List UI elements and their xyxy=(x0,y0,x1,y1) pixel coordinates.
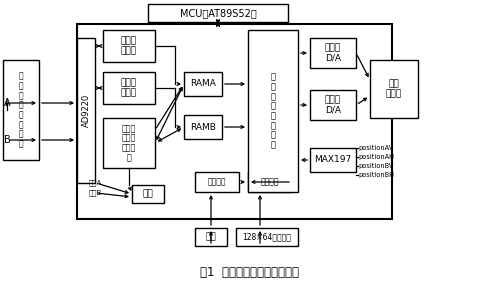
Text: 信
号
前
级
处
理
模
块: 信 号 前 级 处 理 模 块 xyxy=(18,72,24,148)
Text: 测频: 测频 xyxy=(142,190,154,198)
Bar xyxy=(103,118,155,168)
Bar xyxy=(310,38,356,68)
Text: A: A xyxy=(4,98,10,108)
Text: positionAV: positionAV xyxy=(358,145,393,151)
Bar xyxy=(148,4,288,22)
Bar xyxy=(195,228,227,246)
Bar xyxy=(103,72,155,104)
Bar xyxy=(195,172,239,192)
Text: 模拟
示波器: 模拟 示波器 xyxy=(386,80,402,98)
Bar xyxy=(236,228,298,246)
Text: positionBH: positionBH xyxy=(358,172,394,178)
Text: B: B xyxy=(4,135,11,145)
Text: positionAH: positionAH xyxy=(358,154,394,160)
Bar xyxy=(132,185,164,203)
Text: 增益控
制模块: 增益控 制模块 xyxy=(121,37,137,55)
Bar xyxy=(310,148,356,172)
Text: AD9220: AD9220 xyxy=(82,94,90,127)
Text: 行扫描
D/A: 行扫描 D/A xyxy=(325,44,341,62)
Text: 图1  数字存储示波器系统框图: 图1 数字存储示波器系统框图 xyxy=(200,265,300,279)
Text: RAMB: RAMB xyxy=(190,122,216,132)
Text: 列扫描
D/A: 列扫描 D/A xyxy=(325,96,341,114)
Text: 可变分
频模块: 可变分 频模块 xyxy=(121,79,137,97)
Text: 128×64点阵显示: 128×64点阵显示 xyxy=(242,233,292,241)
Text: 波
形
显
示
控
制
模
块: 波 形 显 示 控 制 模 块 xyxy=(270,73,276,150)
Bar xyxy=(3,60,39,160)
Text: RAMA: RAMA xyxy=(190,80,216,88)
Bar xyxy=(184,72,222,96)
Text: MAX197: MAX197 xyxy=(314,156,352,164)
Bar xyxy=(370,60,418,118)
Bar xyxy=(184,115,222,139)
Text: 键盘: 键盘 xyxy=(206,233,216,241)
Bar xyxy=(77,24,392,219)
Bar xyxy=(77,38,95,183)
Text: 通道B: 通道B xyxy=(89,190,102,196)
Text: 波形数
据存储
控制模
块: 波形数 据存储 控制模 块 xyxy=(122,124,136,162)
Text: 显示驱动: 显示驱动 xyxy=(261,178,279,186)
Bar xyxy=(310,90,356,120)
Bar xyxy=(248,30,298,192)
Text: positionBV: positionBV xyxy=(358,163,394,169)
Text: 通道A: 通道A xyxy=(89,180,102,186)
Bar xyxy=(248,172,292,192)
Text: 键盘扫描: 键盘扫描 xyxy=(208,178,226,186)
Text: MCU（AT89S52）: MCU（AT89S52） xyxy=(180,8,256,18)
Bar xyxy=(103,30,155,62)
